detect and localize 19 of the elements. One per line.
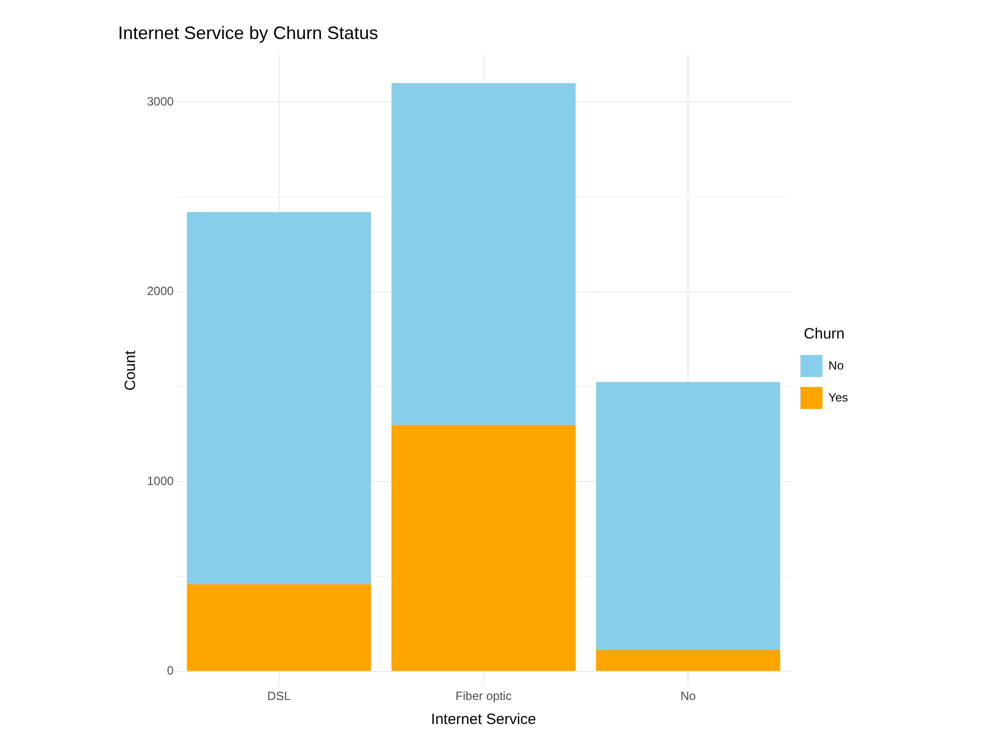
- y-tick-label: 1000: [146, 474, 174, 488]
- bar: [596, 650, 780, 671]
- bar: [186, 584, 372, 671]
- bar: [596, 382, 780, 650]
- legend-label: No: [828, 358, 844, 372]
- x-tick-label: No: [680, 689, 696, 704]
- x-tick-label: DSL: [267, 689, 291, 704]
- bar: [392, 424, 576, 671]
- legend-label: Yes: [828, 390, 848, 404]
- bar: [392, 83, 576, 425]
- y-tick-label: 0: [167, 664, 174, 678]
- y-tick-label: 2000: [146, 284, 174, 298]
- y-tick-label: 3000: [146, 94, 174, 108]
- bar: [186, 212, 372, 584]
- legend-title: Churn: [804, 326, 845, 343]
- x-axis-title: Internet Service: [431, 711, 536, 728]
- y-axis-title: Count: [122, 350, 140, 391]
- x-tick-label: Fiber optic: [456, 689, 512, 704]
- chart-title: Internet Service by Churn Status: [118, 22, 378, 43]
